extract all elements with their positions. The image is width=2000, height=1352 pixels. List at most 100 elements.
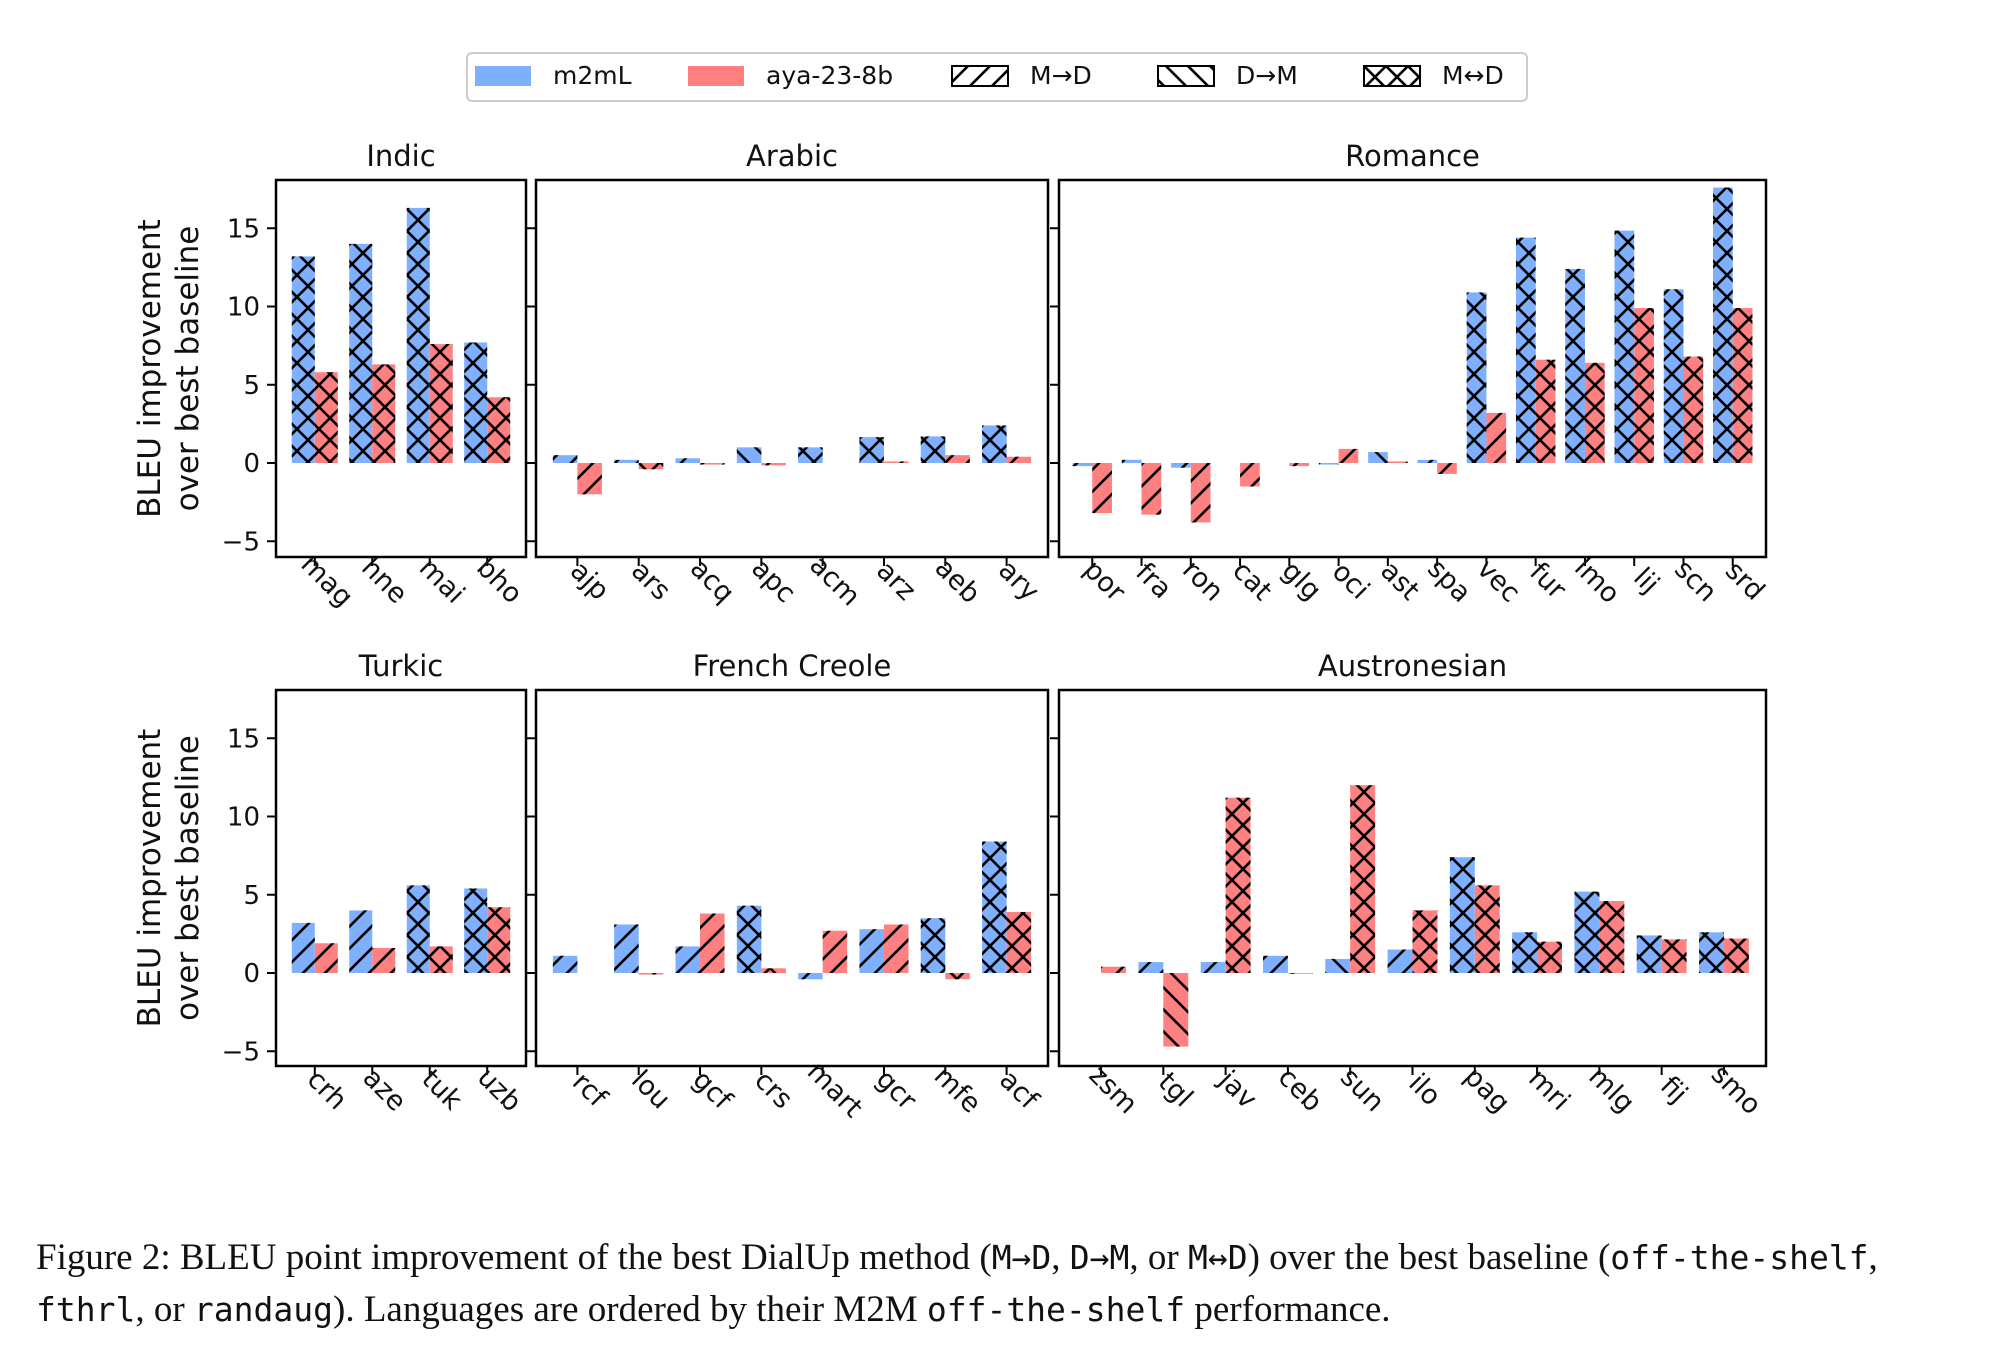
x-tick-label: aeb xyxy=(929,552,986,609)
bar-hatch-aya-fij xyxy=(1661,939,1687,973)
bar-hatch-m2mL-uzb xyxy=(464,888,488,973)
legend-hatch-swatch-4 xyxy=(1363,65,1421,87)
panel-frame xyxy=(1057,178,1768,559)
x-tick-label: crh xyxy=(301,1064,353,1116)
caption-method: M→D xyxy=(991,1238,1052,1277)
panel-title: Austronesian xyxy=(1318,649,1507,683)
legend-swatch-0 xyxy=(475,66,531,86)
bar-hatch-m2mL-bho xyxy=(464,342,488,463)
bar-hatch-aya-smo xyxy=(1723,938,1749,973)
caption-text: , or xyxy=(135,1289,194,1330)
bar-hatch-aya-mag xyxy=(314,372,338,463)
bar-hatch-m2mL-aze xyxy=(349,910,373,973)
x-tick-label: ilo xyxy=(1402,1068,1446,1112)
bar-hatch-aya-ars xyxy=(638,463,664,470)
caption-text: , or xyxy=(1129,1237,1188,1278)
bar-hatch-m2mL-vec xyxy=(1466,292,1487,463)
bar-hatch-aya-jav xyxy=(1225,797,1251,973)
bar-hatch-m2mL-mri xyxy=(1512,932,1538,973)
x-tick-label: acm xyxy=(803,550,866,613)
bar-hatch-aya-bho xyxy=(487,397,511,463)
y-tick-label: 0 xyxy=(243,449,260,479)
bar-hatch-aya-crs xyxy=(761,968,786,973)
x-tick-label: fij xyxy=(1654,1070,1693,1109)
bar-hatch-m2mL-ary xyxy=(982,425,1007,463)
bar-hatch-aya-por xyxy=(1092,463,1112,514)
x-tick-label: apc xyxy=(745,553,801,609)
bar-hatch-m2mL-mai xyxy=(406,207,430,463)
y-axis-label: over best baseline xyxy=(170,735,206,1021)
x-tick-label: oci xyxy=(1326,556,1375,605)
x-tick-label: fur xyxy=(1523,557,1572,606)
legend-label-3: D→M xyxy=(1236,61,1298,90)
bar-hatch-aya-acf xyxy=(1006,911,1032,973)
bar-hatch-m2mL-gcf xyxy=(675,946,701,973)
bar-hatch-m2mL-fra xyxy=(1121,459,1142,463)
bar-hatch-aya-srd xyxy=(1732,308,1753,463)
panel-frame xyxy=(534,688,1050,1068)
x-tick-label: cat xyxy=(1226,555,1278,607)
bar-hatch-m2mL-acm xyxy=(798,447,823,463)
y-tick-label: 15 xyxy=(227,214,260,244)
bar-hatch-aya-crh xyxy=(314,943,338,973)
bar-hatch-m2mL-smo xyxy=(1699,932,1724,973)
x-tick-label: ceb xyxy=(1272,1062,1328,1118)
bar-hatch-m2mL-aeb xyxy=(920,436,946,463)
bar-hatch-m2mL-lij xyxy=(1614,230,1635,463)
x-tick-label: smo xyxy=(1705,1059,1767,1121)
caption-baseline: off-the-shelf xyxy=(1610,1238,1869,1277)
bar-hatch-m2mL-rcf xyxy=(552,955,578,973)
bar-hatch-m2mL-ajp xyxy=(552,455,578,463)
x-tick-label: fra xyxy=(1129,557,1177,605)
panel-frame xyxy=(274,178,528,559)
legend-label-1: aya-23-8b xyxy=(766,61,893,90)
x-tick-label: hne xyxy=(355,552,413,610)
x-tick-label: sun xyxy=(1334,1062,1390,1118)
bar-hatch-aya-glg xyxy=(1289,463,1310,467)
caption-method: D→M xyxy=(1069,1238,1130,1277)
bar-hatch-m2mL-lmo xyxy=(1565,268,1585,463)
panel-frame xyxy=(274,688,528,1068)
bar-hatch-aya-zsm xyxy=(1101,966,1126,973)
y-tick-label: 15 xyxy=(227,724,260,754)
y-tick-label: −5 xyxy=(222,527,260,557)
x-tick-label: ary xyxy=(992,555,1045,608)
panel-title: Romance xyxy=(1345,139,1480,173)
panel-title: Arabic xyxy=(746,139,838,173)
bar-hatch-m2mL-ars xyxy=(614,459,639,463)
panel-title: Turkic xyxy=(358,649,443,683)
legend-hatch-swatch-3 xyxy=(1157,65,1215,87)
panel-title: French Creole xyxy=(693,649,892,683)
legend: m2mL aya-23-8b M→D D→M M↔D xyxy=(466,52,1528,102)
bar-hatch-aya-mai xyxy=(429,344,453,463)
bar-hatch-aya-mart xyxy=(822,930,848,973)
bar-hatch-m2mL-fij xyxy=(1636,935,1662,973)
bar-hatch-aya-apc xyxy=(761,463,786,466)
bar-hatch-aya-lij xyxy=(1634,308,1654,463)
bar-hatch-aya-pag xyxy=(1474,885,1500,973)
bar-hatch-m2mL-srd xyxy=(1713,187,1733,463)
x-tick-label: acf xyxy=(993,1065,1045,1117)
legend-hatch-swatch-2 xyxy=(951,65,1009,87)
bar-hatch-m2mL-tuk xyxy=(406,885,430,973)
bar-hatch-aya-tgl xyxy=(1163,973,1189,1047)
bar-hatch-m2mL-acq xyxy=(675,458,701,463)
bar-hatch-aya-ceb xyxy=(1287,973,1313,974)
y-tick-label: −5 xyxy=(222,1037,260,1067)
x-tick-label: tgl xyxy=(1152,1067,1199,1114)
bar-hatch-m2mL-ast xyxy=(1368,452,1388,463)
bar-hatch-m2mL-por xyxy=(1072,463,1093,467)
bar-hatch-m2mL-ron xyxy=(1171,463,1191,468)
caption-text: , xyxy=(1051,1237,1070,1278)
bar-hatch-m2mL-ilo xyxy=(1387,949,1413,973)
bar-hatch-m2mL-apc xyxy=(736,447,762,463)
y-tick-label: 10 xyxy=(227,293,260,323)
x-tick-label: tuk xyxy=(415,1064,468,1117)
bar-hatch-m2mL-mlg xyxy=(1574,891,1600,973)
bar-hatch-m2mL-crs xyxy=(736,905,762,973)
legend-label-2: M→D xyxy=(1030,61,1092,90)
caption-baseline: off-the-shelf xyxy=(926,1290,1186,1329)
